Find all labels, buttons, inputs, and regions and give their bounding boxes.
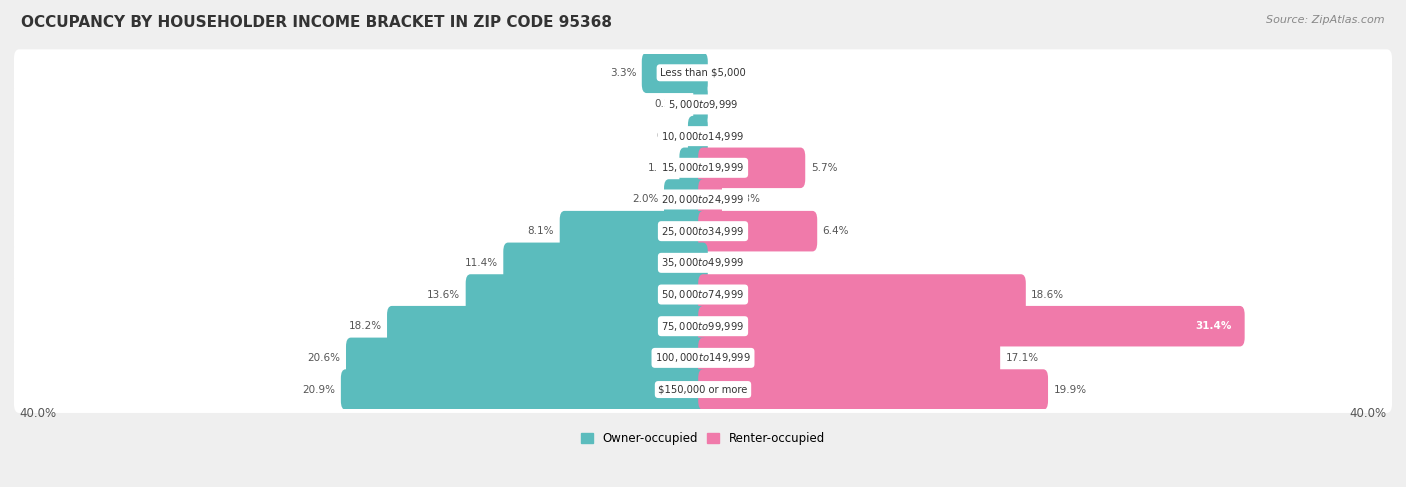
Text: 40.0%: 40.0% [1350,407,1386,420]
Text: $75,000 to $99,999: $75,000 to $99,999 [661,319,745,333]
FancyBboxPatch shape [699,179,721,220]
Text: 0.0%: 0.0% [713,68,740,78]
FancyBboxPatch shape [503,243,707,283]
Text: 0.0%: 0.0% [713,131,740,141]
Text: $150,000 or more: $150,000 or more [658,385,748,394]
Text: 18.2%: 18.2% [349,321,381,331]
FancyBboxPatch shape [699,337,1000,378]
FancyBboxPatch shape [688,116,707,156]
Text: $50,000 to $74,999: $50,000 to $74,999 [661,288,745,301]
Text: 3.3%: 3.3% [610,68,637,78]
Text: 8.1%: 8.1% [527,226,554,236]
FancyBboxPatch shape [14,49,1392,96]
FancyBboxPatch shape [14,208,1392,255]
Text: 40.0%: 40.0% [20,407,56,420]
Text: 5.7%: 5.7% [811,163,837,173]
FancyBboxPatch shape [14,112,1392,160]
Text: 20.6%: 20.6% [308,353,340,363]
Text: 20.9%: 20.9% [302,385,336,394]
FancyBboxPatch shape [560,211,707,251]
Text: OCCUPANCY BY HOUSEHOLDER INCOME BRACKET IN ZIP CODE 95368: OCCUPANCY BY HOUSEHOLDER INCOME BRACKET … [21,15,612,30]
Text: 6.4%: 6.4% [823,226,849,236]
Text: $5,000 to $9,999: $5,000 to $9,999 [668,98,738,111]
Text: 18.6%: 18.6% [1031,289,1064,300]
Text: $10,000 to $14,999: $10,000 to $14,999 [661,130,745,143]
FancyBboxPatch shape [14,81,1392,128]
Text: 17.1%: 17.1% [1005,353,1039,363]
Legend: Owner-occupied, Renter-occupied: Owner-occupied, Renter-occupied [581,432,825,445]
Text: Source: ZipAtlas.com: Source: ZipAtlas.com [1267,15,1385,25]
Text: 2.0%: 2.0% [633,194,658,205]
FancyBboxPatch shape [465,274,707,315]
Text: 0.0%: 0.0% [713,258,740,268]
Text: 0.83%: 0.83% [727,194,761,205]
FancyBboxPatch shape [387,306,707,346]
Text: Less than $5,000: Less than $5,000 [661,68,745,78]
FancyBboxPatch shape [699,148,806,188]
Text: 0.6%: 0.6% [657,131,682,141]
FancyBboxPatch shape [679,148,707,188]
Text: $15,000 to $19,999: $15,000 to $19,999 [661,161,745,174]
FancyBboxPatch shape [641,53,707,93]
Text: 1.1%: 1.1% [647,163,673,173]
FancyBboxPatch shape [14,144,1392,191]
Text: 19.9%: 19.9% [1053,385,1087,394]
FancyBboxPatch shape [699,369,1047,410]
FancyBboxPatch shape [699,211,817,251]
FancyBboxPatch shape [14,335,1392,381]
Text: 13.6%: 13.6% [427,289,460,300]
FancyBboxPatch shape [14,366,1392,413]
Text: $20,000 to $24,999: $20,000 to $24,999 [661,193,745,206]
FancyBboxPatch shape [699,274,1026,315]
FancyBboxPatch shape [14,240,1392,286]
FancyBboxPatch shape [699,306,1244,346]
Text: 11.4%: 11.4% [465,258,498,268]
Text: $100,000 to $149,999: $100,000 to $149,999 [655,352,751,364]
FancyBboxPatch shape [14,176,1392,223]
FancyBboxPatch shape [14,271,1392,318]
FancyBboxPatch shape [664,179,707,220]
Text: $25,000 to $34,999: $25,000 to $34,999 [661,225,745,238]
Text: 0.29%: 0.29% [655,99,688,110]
FancyBboxPatch shape [14,303,1392,350]
FancyBboxPatch shape [340,369,707,410]
Text: $35,000 to $49,999: $35,000 to $49,999 [661,256,745,269]
FancyBboxPatch shape [693,84,707,125]
Text: 0.0%: 0.0% [713,99,740,110]
Text: 31.4%: 31.4% [1195,321,1232,331]
FancyBboxPatch shape [346,337,707,378]
